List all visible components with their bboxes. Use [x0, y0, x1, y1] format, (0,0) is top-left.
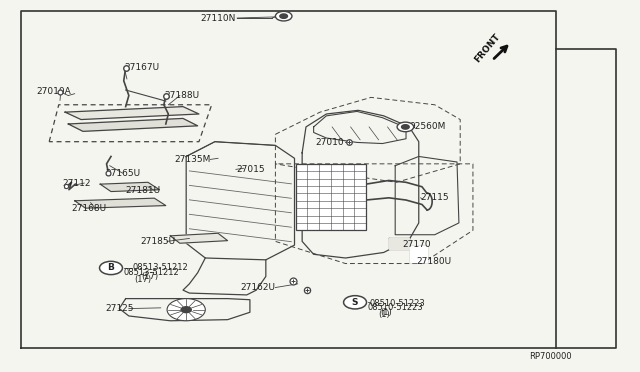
- Text: S: S: [352, 298, 358, 307]
- Text: 27010: 27010: [316, 138, 344, 147]
- Text: 27167U: 27167U: [124, 63, 159, 72]
- Circle shape: [344, 296, 367, 309]
- Text: 27135M: 27135M: [174, 155, 211, 164]
- Text: 27115: 27115: [420, 193, 449, 202]
- Polygon shape: [100, 182, 159, 192]
- Text: 08510-51223: 08510-51223: [370, 299, 426, 308]
- Text: (17): (17): [134, 275, 151, 283]
- Text: B: B: [108, 263, 115, 272]
- Text: 27015: 27015: [236, 165, 264, 174]
- Circle shape: [401, 125, 409, 129]
- Circle shape: [280, 14, 287, 18]
- Text: 27181U: 27181U: [125, 186, 161, 195]
- Text: 27168U: 27168U: [72, 204, 107, 214]
- Polygon shape: [410, 246, 427, 262]
- Circle shape: [100, 261, 122, 275]
- Text: 08513-51212: 08513-51212: [124, 268, 179, 277]
- Circle shape: [167, 299, 205, 321]
- Polygon shape: [65, 107, 199, 119]
- Text: 27188U: 27188U: [164, 91, 199, 100]
- Text: FRONT: FRONT: [472, 32, 502, 64]
- Text: 27170: 27170: [403, 240, 431, 249]
- Text: 27110N: 27110N: [200, 13, 236, 22]
- Text: 27162U: 27162U: [241, 283, 275, 292]
- Polygon shape: [75, 198, 166, 208]
- Polygon shape: [68, 118, 198, 131]
- Polygon shape: [389, 238, 409, 249]
- Text: 27185U: 27185U: [140, 237, 175, 246]
- Text: 27165U: 27165U: [105, 169, 140, 177]
- Text: RP700000: RP700000: [529, 352, 572, 361]
- Text: (17): (17): [141, 272, 159, 281]
- Text: 92560M: 92560M: [409, 122, 445, 131]
- Circle shape: [181, 307, 191, 312]
- Text: 27125: 27125: [105, 304, 134, 313]
- Circle shape: [275, 12, 292, 21]
- Text: 27112: 27112: [62, 179, 90, 187]
- Text: 27180U: 27180U: [417, 257, 452, 266]
- Text: 27010A: 27010A: [36, 87, 71, 96]
- Polygon shape: [170, 233, 228, 243]
- Circle shape: [397, 122, 413, 132]
- Text: (1): (1): [379, 310, 390, 319]
- Text: (1): (1): [381, 308, 392, 317]
- Text: 08510-51223: 08510-51223: [368, 303, 424, 312]
- Text: 08513-51212: 08513-51212: [132, 263, 188, 272]
- Bar: [296, 164, 366, 230]
